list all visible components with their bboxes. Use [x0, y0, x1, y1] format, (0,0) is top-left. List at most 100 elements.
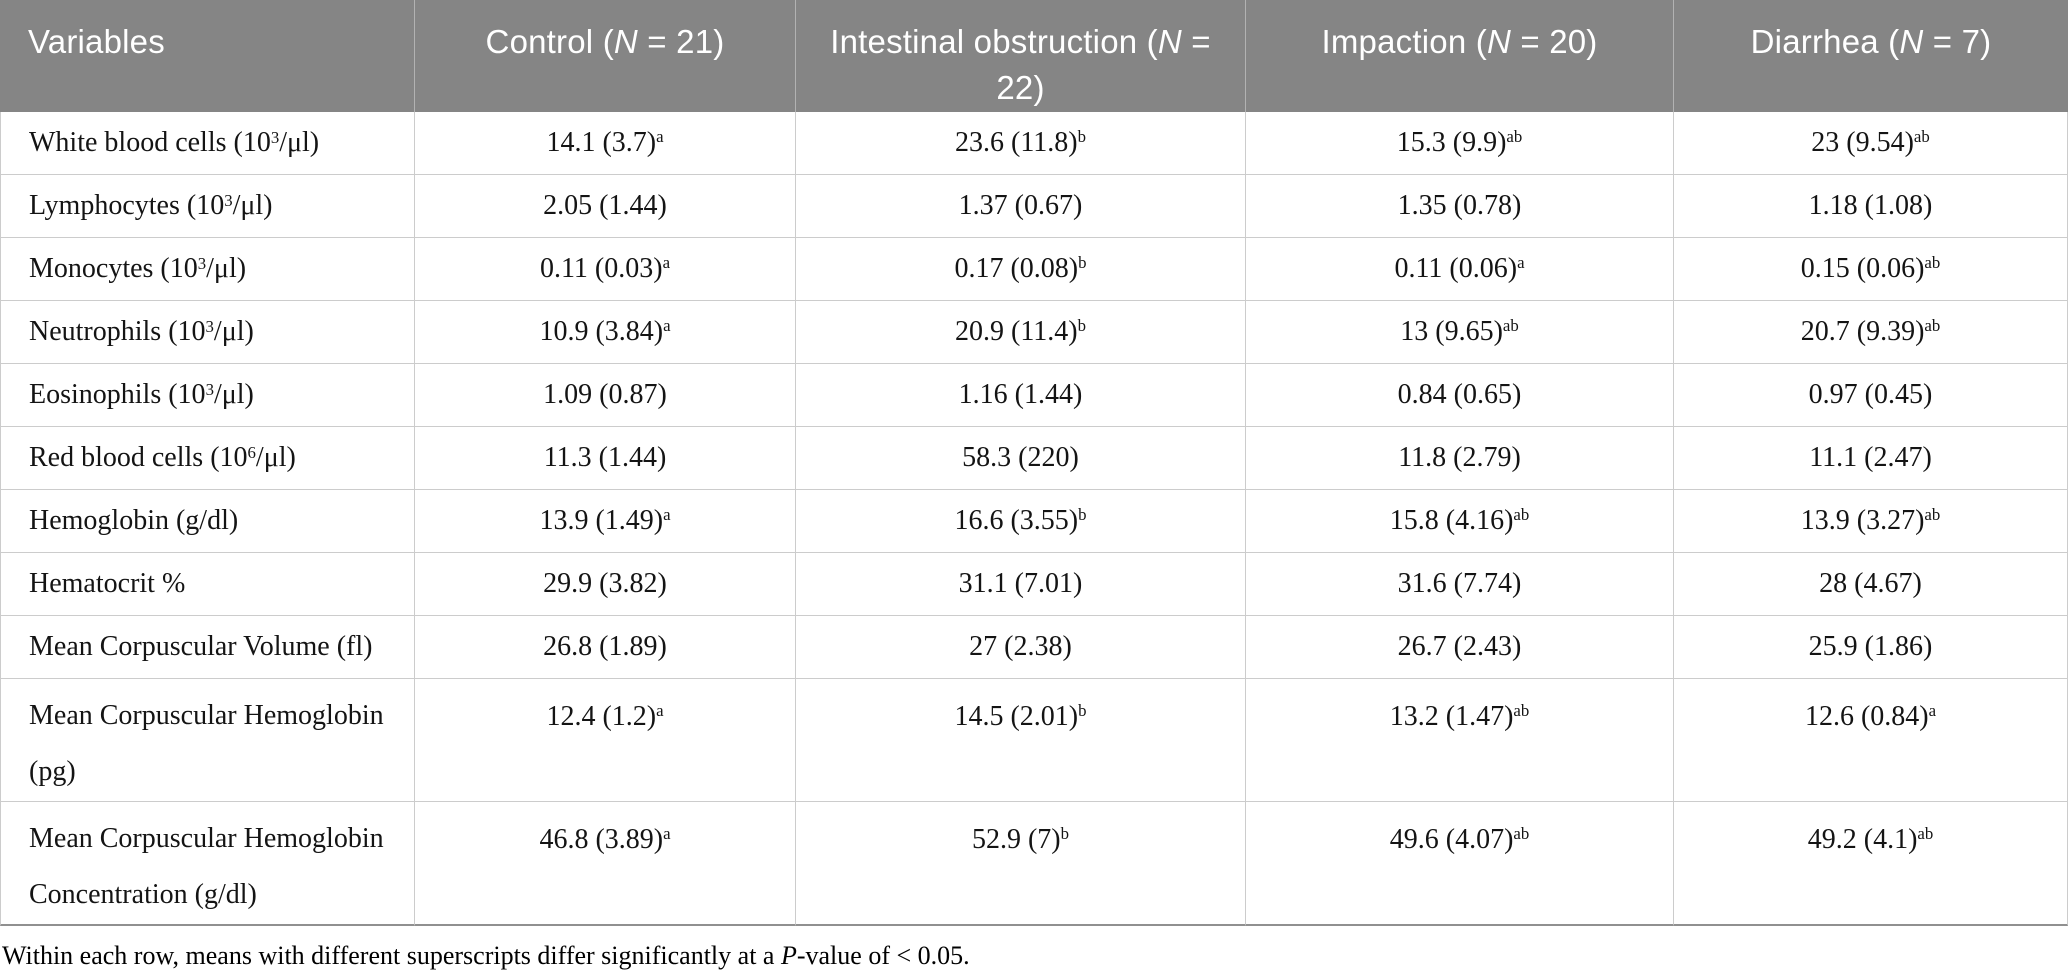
column-header-variables: Variables: [0, 0, 414, 112]
value-cell: 1.09 (0.87): [414, 364, 795, 427]
significance-superscript: b: [1078, 700, 1087, 720]
significance-superscript: b: [1078, 504, 1087, 524]
table-row: Lymphocytes (103/μl) 2.05 (1.44) 1.37 (0.6…: [0, 175, 2068, 238]
significance-superscript: ab: [1513, 700, 1530, 720]
row-label: Red blood cells (106/μl): [0, 427, 414, 490]
row-label: Lymphocytes (103/μl): [0, 175, 414, 238]
value-cell: 49.6 (4.07)ab: [1245, 802, 1673, 926]
unit-exponent: 3: [197, 253, 207, 273]
sample-size-symbol: N: [1486, 23, 1511, 60]
row-label: White blood cells (103/μl): [0, 112, 414, 175]
value-cell: 16.6 (3.55)b: [795, 490, 1245, 553]
value-cell: 29.9 (3.82): [414, 553, 795, 616]
value-cell: 20.7 (9.39)ab: [1673, 301, 2068, 364]
table-header: Variables Control (N = 21) Intestinal obst…: [0, 0, 2068, 112]
table-row: Red blood cells (106/μl) 11.3 (1.44) 58.3 …: [0, 427, 2068, 490]
significance-superscript: a: [1928, 700, 1937, 720]
significance-superscript: ab: [1924, 315, 1941, 335]
value-cell: 0.97 (0.45): [1673, 364, 2068, 427]
table-row: White blood cells (103/μl) 14.1 (3.7)a 23.…: [0, 112, 2068, 175]
table-row: Eosinophils (103/μl) 1.09 (0.87) 1.16 (1.4…: [0, 364, 2068, 427]
value-cell: 15.3 (9.9)ab: [1245, 112, 1673, 175]
value-cell: 23.6 (11.8)b: [795, 112, 1245, 175]
significance-superscript: ab: [1513, 504, 1530, 524]
value-cell: 26.8 (1.89): [414, 616, 795, 679]
value-cell: 27 (2.38): [795, 616, 1245, 679]
value-cell: 11.1 (2.47): [1673, 427, 2068, 490]
value-cell: 0.17 (0.08)b: [795, 238, 1245, 301]
column-header-group: Intestinal obstruction (N = 22): [795, 0, 1245, 112]
table-row: Mean Corpuscular Volume (fl) 26.8 (1.89) 2…: [0, 616, 2068, 679]
value-cell: 12.6 (0.84)a: [1673, 679, 2068, 802]
hematology-table: Variables Control (N = 21) Intestinal obst…: [0, 0, 2068, 926]
column-header-group: Diarrhea (N = 7): [1673, 0, 2068, 112]
value-cell: 23 (9.54)ab: [1673, 112, 2068, 175]
value-cell: 2.05 (1.44): [414, 175, 795, 238]
sample-size-symbol: N: [1157, 23, 1182, 60]
row-label: Hemoglobin (g/dl): [0, 490, 414, 553]
column-header-group: Impaction (N = 20): [1245, 0, 1673, 112]
significance-superscript: a: [663, 504, 671, 524]
value-cell: 0.11 (0.06)a: [1245, 238, 1673, 301]
significance-superscript: ab: [1513, 823, 1530, 843]
row-label: Mean Corpuscular Hemoglobin Concentratio…: [0, 802, 414, 926]
table-row: Hematocrit % 29.9 (3.82) 31.1 (7.01) 31.6 (…: [0, 553, 2068, 616]
significance-superscript: a: [656, 126, 664, 146]
unit-exponent: 3: [270, 127, 280, 147]
row-label: Monocytes (103/μl): [0, 238, 414, 301]
value-cell: 13 (9.65)ab: [1245, 301, 1673, 364]
value-cell: 1.18 (1.08): [1673, 175, 2068, 238]
sample-size-symbol: N: [613, 23, 638, 60]
row-label: Hematocrit %: [0, 553, 414, 616]
significance-superscript: ab: [1502, 315, 1519, 335]
value-cell: 0.84 (0.65): [1245, 364, 1673, 427]
value-cell: 20.9 (11.4)b: [795, 301, 1245, 364]
significance-superscript: a: [656, 700, 664, 720]
significance-superscript: a: [662, 252, 671, 272]
column-header-group: Control (N = 21): [414, 0, 795, 112]
significance-superscript: ab: [1924, 504, 1941, 524]
significance-superscript: b: [1077, 126, 1086, 146]
value-cell: 1.37 (0.67): [795, 175, 1245, 238]
row-label: Neutrophils (103/μl): [0, 301, 414, 364]
value-cell: 46.8 (3.89)a: [414, 802, 795, 926]
value-cell: 1.35 (0.78): [1245, 175, 1673, 238]
unit-exponent: 3: [224, 190, 233, 210]
unit-exponent: 3: [205, 316, 214, 336]
value-cell: 31.1 (7.01): [795, 553, 1245, 616]
value-cell: 58.3 (220): [795, 427, 1245, 490]
value-cell: 31.6 (7.74): [1245, 553, 1673, 616]
sample-size-symbol: N: [1899, 23, 1924, 60]
table-row: Neutrophils (103/μl) 10.9 (3.84)a 20.9 (11…: [0, 301, 2068, 364]
value-cell: 1.16 (1.44): [795, 364, 1245, 427]
value-cell: 28 (4.67): [1673, 553, 2068, 616]
table-row: Mean Corpuscular Hemoglobin Concentratio…: [0, 802, 2068, 926]
significance-superscript: ab: [1506, 126, 1523, 146]
table-row: Monocytes (103/μl) 0.11 (0.03)a 0.17 (0.08…: [0, 238, 2068, 301]
significance-superscript: b: [1077, 315, 1086, 335]
table-body: White blood cells (103/μl) 14.1 (3.7)a 23.…: [0, 112, 2068, 926]
value-cell: 13.9 (3.27)ab: [1673, 490, 2068, 553]
table-footnote: Within each row, means with different su…: [2, 939, 2068, 973]
significance-superscript: b: [1060, 823, 1070, 843]
significance-superscript: a: [1517, 252, 1525, 272]
table-header-row: Variables Control (N = 21) Intestinal obst…: [0, 0, 2068, 112]
value-cell: 11.3 (1.44): [414, 427, 795, 490]
row-label: Mean Corpuscular Hemoglobin (pg): [0, 679, 414, 802]
value-cell: 25.9 (1.86): [1673, 616, 2068, 679]
significance-superscript: ab: [1913, 126, 1930, 146]
value-cell: 12.4 (1.2)a: [414, 679, 795, 802]
row-label: Eosinophils (103/μl): [0, 364, 414, 427]
value-cell: 10.9 (3.84)a: [414, 301, 795, 364]
significance-superscript: a: [663, 315, 671, 335]
value-cell: 14.1 (3.7)a: [414, 112, 795, 175]
value-cell: 26.7 (2.43): [1245, 616, 1673, 679]
table-row: Mean Corpuscular Hemoglobin (pg) 12.4 (1.…: [0, 679, 2068, 802]
footnote-text-cont: -value of < 0.05.: [796, 941, 970, 970]
significance-superscript: b: [1078, 252, 1087, 272]
value-cell: 13.9 (1.49)a: [414, 490, 795, 553]
value-cell: 14.5 (2.01)b: [795, 679, 1245, 802]
value-cell: 15.8 (4.16)ab: [1245, 490, 1673, 553]
value-cell: 0.11 (0.03)a: [414, 238, 795, 301]
